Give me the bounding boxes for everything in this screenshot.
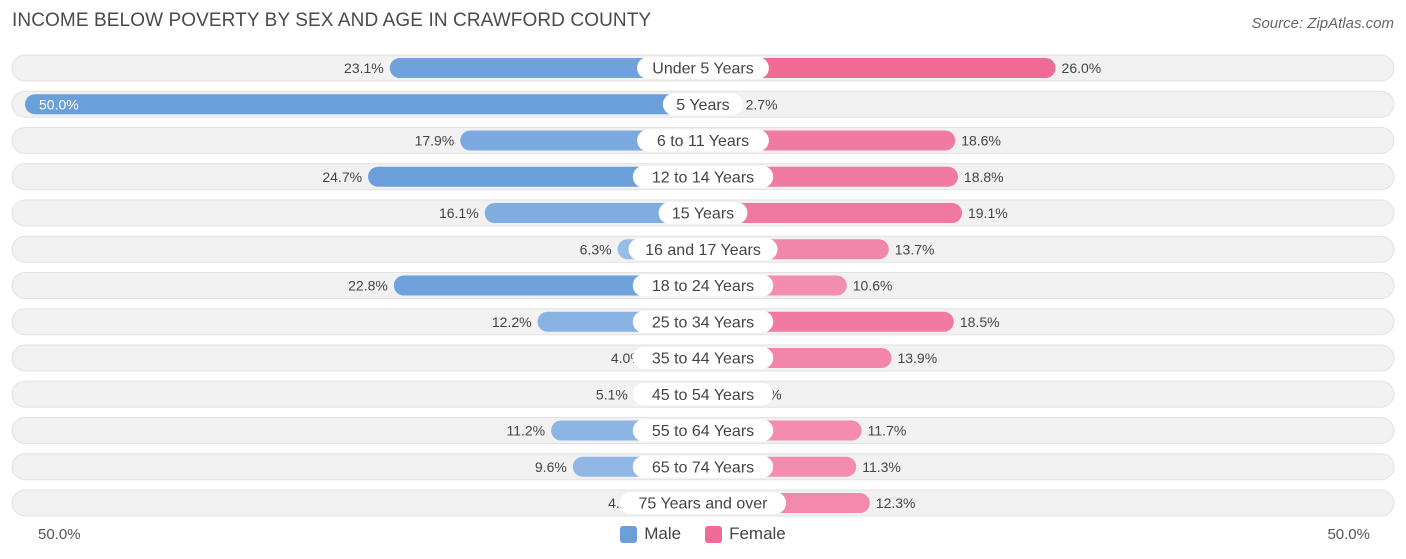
male-value-label: 9.6% <box>535 459 567 475</box>
female-value-label: 18.8% <box>964 169 1004 185</box>
category-label-background <box>632 165 774 188</box>
legend-swatch-female <box>705 525 723 543</box>
category-label: 15 Years <box>672 206 734 223</box>
category-label-background <box>662 93 744 116</box>
male-value-label: 5.1% <box>596 386 628 402</box>
category-label-background <box>619 492 787 514</box>
legend-item-male[interactable]: Male <box>620 524 681 544</box>
male-value-label: 24.7% <box>322 169 362 185</box>
category-label-background <box>632 347 774 369</box>
category-label: 5 Years <box>676 97 729 114</box>
category-label-background <box>637 129 769 152</box>
male-value-label: 17.9% <box>415 133 455 149</box>
male-value-label: 50.0% <box>39 96 79 112</box>
category-label-background <box>632 455 774 478</box>
legend-label-female: Female <box>729 524 786 543</box>
category-label-background <box>632 419 774 442</box>
category-label-background <box>632 274 774 297</box>
female-bar[interactable] <box>703 58 1056 78</box>
male-bar[interactable] <box>389 58 703 78</box>
category-label: 18 to 24 Years <box>652 278 754 295</box>
category-label: 25 to 34 Years <box>652 314 754 331</box>
category-label-background <box>632 383 774 406</box>
female-bar[interactable] <box>703 203 962 223</box>
female-value-label: 11.3% <box>862 459 901 475</box>
female-value-label: 12.3% <box>876 495 916 511</box>
female-value-label: 18.6% <box>961 133 1001 149</box>
male-value-label: 11.2% <box>506 423 545 439</box>
legend: Male Female <box>0 524 1406 544</box>
axis-right-label: 50.0% <box>1327 526 1370 543</box>
female-value-label: 13.7% <box>895 241 935 257</box>
female-value-label: 18.5% <box>960 314 1000 330</box>
chart-title: INCOME BELOW POVERTY BY SEX AND AGE IN C… <box>12 10 652 31</box>
male-bar[interactable] <box>368 166 703 187</box>
category-label-background <box>658 202 748 224</box>
category-label: 45 to 54 Years <box>652 387 754 404</box>
male-value-label: 23.1% <box>344 60 384 76</box>
category-label: Under 5 Years <box>652 61 753 78</box>
female-value-label: 19.1% <box>968 205 1008 221</box>
legend-label-male: Male <box>644 524 682 543</box>
source-note: Source: ZipAtlas.com <box>1251 15 1394 32</box>
male-value-label: 22.8% <box>348 278 388 294</box>
legend-swatch-male <box>620 525 638 543</box>
category-label: 6 to 11 Years <box>657 133 749 150</box>
male-value-label: 16.1% <box>439 205 479 221</box>
category-label: 75 Years and over <box>639 496 769 513</box>
legend-item-female[interactable]: Female <box>705 524 786 544</box>
female-value-label: 13.9% <box>897 350 937 366</box>
male-bar[interactable] <box>393 275 703 296</box>
category-label: 65 to 74 Years <box>652 459 754 476</box>
category-label: 12 to 14 Years <box>652 169 754 186</box>
axis-left-label: 50.0% <box>38 526 81 543</box>
female-value-label: 10.6% <box>853 278 893 294</box>
female-value-label: 26.0% <box>1062 60 1102 76</box>
category-label: 16 and 17 Years <box>645 242 761 259</box>
female-value-label: 11.7% <box>868 423 907 439</box>
female-value-label: 2.7% <box>746 96 778 112</box>
male-value-label: 12.2% <box>492 314 532 330</box>
category-label-background <box>628 238 778 261</box>
category-label: 35 to 44 Years <box>652 351 754 368</box>
male-bar[interactable] <box>484 203 703 223</box>
category-label: 55 to 64 Years <box>652 423 754 440</box>
male-value-label: 6.3% <box>580 241 612 257</box>
category-label-background <box>632 310 774 333</box>
category-label-background <box>637 57 769 79</box>
male-bar[interactable] <box>25 94 703 115</box>
